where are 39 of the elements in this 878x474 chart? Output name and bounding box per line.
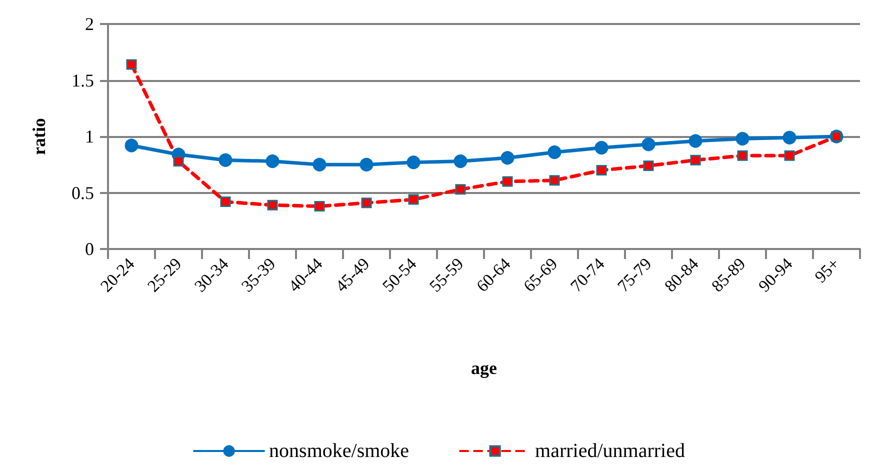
point [643,160,654,171]
point [596,165,607,176]
point [784,150,795,161]
point [548,146,562,159]
x-axis-title: age [471,358,497,378]
point [594,141,608,154]
point [360,158,374,172]
point [455,184,466,195]
point [782,130,796,144]
y-tick-label: 1.5 [72,70,94,90]
legend-label: nonsmoke/smoke [269,440,410,462]
point [406,156,420,170]
y-tick-label: 0.5 [72,182,94,203]
y-tick-label: 2 [85,14,94,34]
point [408,194,419,205]
x-tick-label: 95+ [810,254,844,287]
legend-label: married/unmarried [535,440,685,462]
point [266,154,280,168]
point [218,153,232,167]
point [173,156,184,166]
point [500,151,514,165]
point [737,150,748,161]
y-axis-title: ratio [29,118,49,155]
point [267,200,278,210]
point [220,196,231,207]
point [124,138,138,152]
y-tick-label: 0 [85,239,94,259]
point [312,158,326,172]
point [454,154,468,168]
point [314,201,325,212]
point [549,175,560,186]
point [736,132,750,146]
point [126,59,137,70]
y-tick-label: 1 [85,126,94,146]
point [642,138,656,152]
point [361,198,372,208]
point [690,154,701,166]
point [502,176,513,187]
point [688,134,702,148]
